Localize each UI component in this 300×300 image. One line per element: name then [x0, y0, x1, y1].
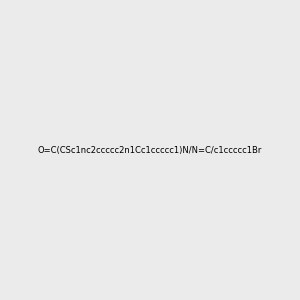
Text: O=C(CSc1nc2ccccc2n1Cc1ccccc1)N/N=C/c1ccccc1Br: O=C(CSc1nc2ccccc2n1Cc1ccccc1)N/N=C/c1ccc…	[38, 146, 262, 154]
